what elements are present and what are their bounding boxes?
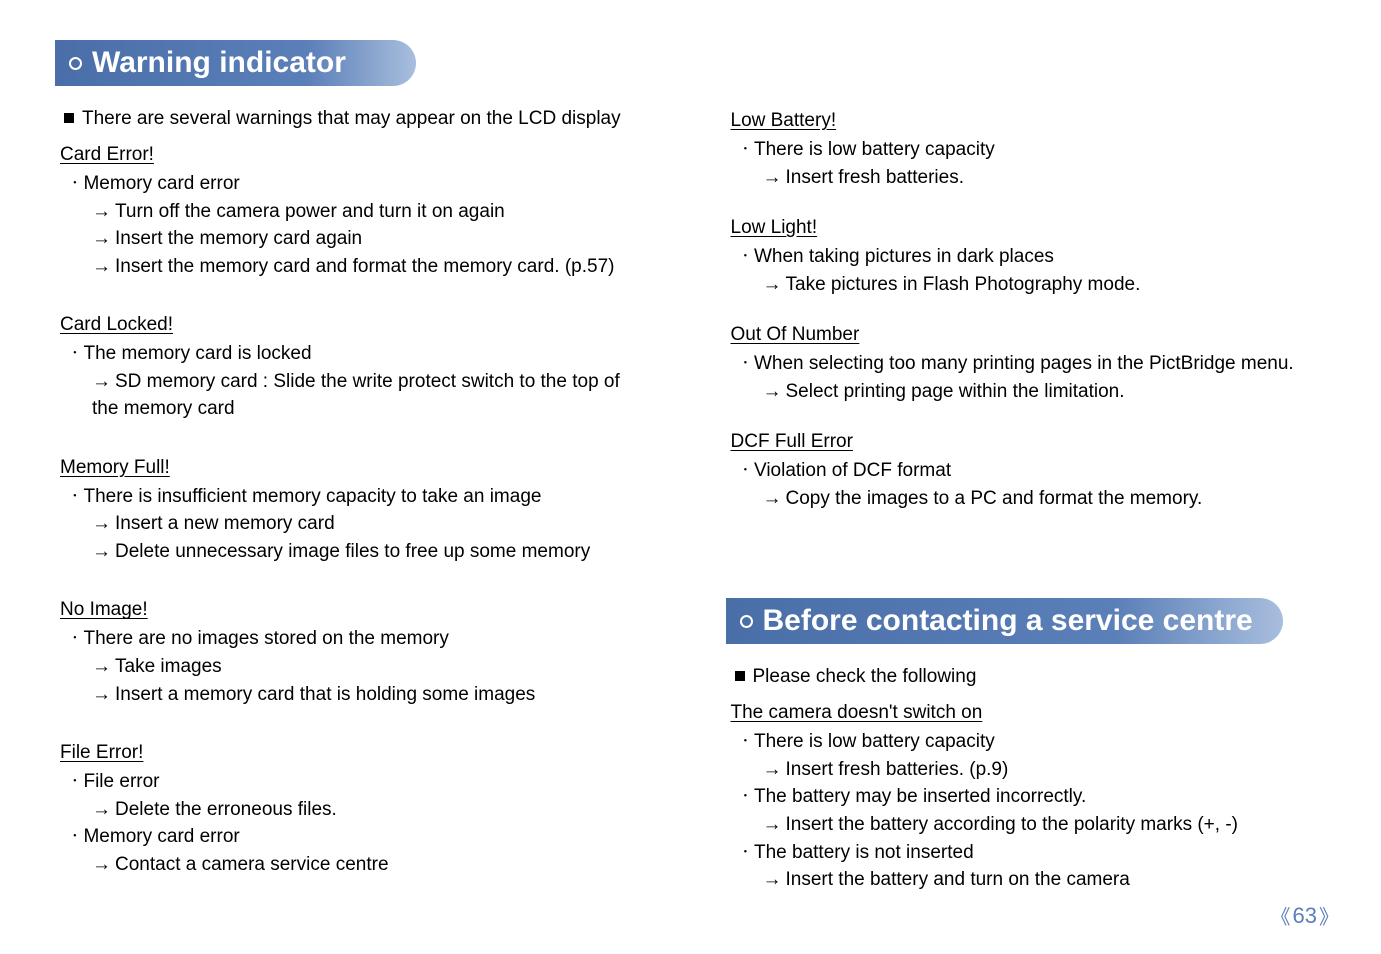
bullet-circle-icon — [69, 57, 82, 70]
left-sections-container: Card Error!Memory card errorTurn off the… — [60, 144, 651, 878]
arrow-item: Turn off the camera power and turn it on… — [60, 198, 651, 226]
section-heading: Card Locked! — [60, 314, 651, 336]
arrow-item: Insert the memory card again — [60, 225, 651, 253]
bullet-item: There are no images stored on the memory — [60, 625, 651, 653]
arrow-item: Copy the images to a PC and format the m… — [731, 485, 1322, 513]
arrow-item: Delete unnecessary image files to free u… — [60, 538, 651, 566]
title-pill-wrap-2: Before contacting a service centre — [726, 598, 1322, 666]
title-pill-wrap: Warning indicator — [55, 40, 651, 108]
bullet-item: There is low battery capacity — [731, 728, 1322, 756]
warning-section: The camera doesn't switch on There is low… — [731, 702, 1322, 893]
bullet-item: Violation of DCF format — [731, 457, 1322, 485]
two-column-layout: Warning indicator There are several warn… — [60, 40, 1321, 920]
section-heading: File Error! — [60, 742, 651, 764]
right-column: Low Battery! There is low battery capacit… — [731, 40, 1322, 920]
bullet-item: There is low battery capacity — [731, 136, 1322, 164]
section-heading: Out Of Number — [731, 324, 1322, 346]
intro-line: There are several warnings that may appe… — [64, 108, 651, 130]
page-number-value: 63 — [1293, 903, 1317, 929]
arrow-item: Insert the memory card and format the me… — [60, 253, 651, 281]
arrow-item: Insert a memory card that is holding som… — [60, 681, 651, 709]
right-bottom-sections-container: The camera doesn't switch on There is low… — [731, 702, 1322, 893]
angle-left-icon: 《 — [1271, 901, 1291, 930]
spacer — [731, 538, 1322, 598]
section-heading: Memory Full! — [60, 457, 651, 479]
intro-text-2: Please check the following — [753, 666, 977, 687]
square-bullet-icon — [735, 671, 745, 681]
title-pill: Warning indicator — [55, 40, 416, 86]
warning-section: Out Of Number When selecting too many pri… — [731, 324, 1322, 405]
bullet-item: The battery may be inserted incorrectly. — [731, 783, 1322, 811]
arrow-item: Delete the erroneous files. — [60, 796, 651, 824]
section-heading: Card Error! — [60, 144, 651, 166]
bullet-item: Memory card error — [60, 823, 651, 851]
section-heading: Low Battery! — [731, 110, 1322, 132]
bullet-item: Memory card error — [60, 170, 651, 198]
arrow-item: Insert fresh batteries. — [731, 164, 1322, 192]
bullet-item: There is insufficient memory capacity to… — [60, 483, 651, 511]
arrow-item: SD memory card : Slide the write protect… — [60, 368, 651, 423]
arrow-item: Insert the battery according to the pola… — [731, 811, 1322, 839]
warning-section: Memory Full! There is insufficient memory… — [60, 457, 651, 566]
title-pill-2: Before contacting a service centre — [726, 598, 1283, 644]
left-column: Warning indicator There are several warn… — [60, 40, 651, 920]
bullet-item: File error — [60, 768, 651, 796]
section-heading: DCF Full Error — [731, 431, 1322, 453]
page-number: 《63》 — [1271, 901, 1339, 930]
bullet-item: The memory card is locked — [60, 340, 651, 368]
arrow-item: Insert a new memory card — [60, 510, 651, 538]
angle-right-icon: 》 — [1319, 901, 1339, 930]
manual-page: Warning indicator There are several warn… — [0, 0, 1381, 954]
arrow-item: Take images — [60, 653, 651, 681]
right-top-sections-container: Low Battery! There is low battery capacit… — [731, 110, 1322, 512]
bullet-item: When selecting too many printing pages i… — [731, 350, 1322, 378]
warning-section: No Image! There are no images stored on t… — [60, 599, 651, 708]
bullet-item: The battery is not inserted — [731, 839, 1322, 867]
intro-line-2: Please check the following — [735, 666, 1322, 688]
section-title-2: Before contacting a service centre — [763, 604, 1253, 638]
arrow-item: Insert fresh batteries. (p.9) — [731, 756, 1322, 784]
intro-text: There are several warnings that may appe… — [82, 108, 621, 129]
arrow-item: Insert the battery and turn on the camer… — [731, 866, 1322, 894]
warning-section: Low Light! When taking pictures in dark p… — [731, 217, 1322, 298]
warning-section: DCF Full Error Violation of DCF formatCop… — [731, 431, 1322, 512]
warning-section: File Error! File errorDelete the erroneou… — [60, 742, 651, 878]
section-heading: The camera doesn't switch on — [731, 702, 1322, 724]
section-heading: No Image! — [60, 599, 651, 621]
bullet-item: When taking pictures in dark places — [731, 243, 1322, 271]
arrow-item: Select printing page within the limitati… — [731, 378, 1322, 406]
arrow-item: Contact a camera service centre — [60, 851, 651, 879]
bullet-circle-icon — [740, 615, 753, 628]
section-heading: Low Light! — [731, 217, 1322, 239]
warning-section: Low Battery! There is low battery capacit… — [731, 110, 1322, 191]
warning-section: Card Error! Memory card errorTurn off the… — [60, 144, 651, 280]
warning-section: Card Locked! The memory card is lockedSD … — [60, 314, 651, 423]
square-bullet-icon — [64, 113, 74, 123]
section-title: Warning indicator — [92, 46, 346, 80]
arrow-item: Take pictures in Flash Photography mode. — [731, 271, 1322, 299]
